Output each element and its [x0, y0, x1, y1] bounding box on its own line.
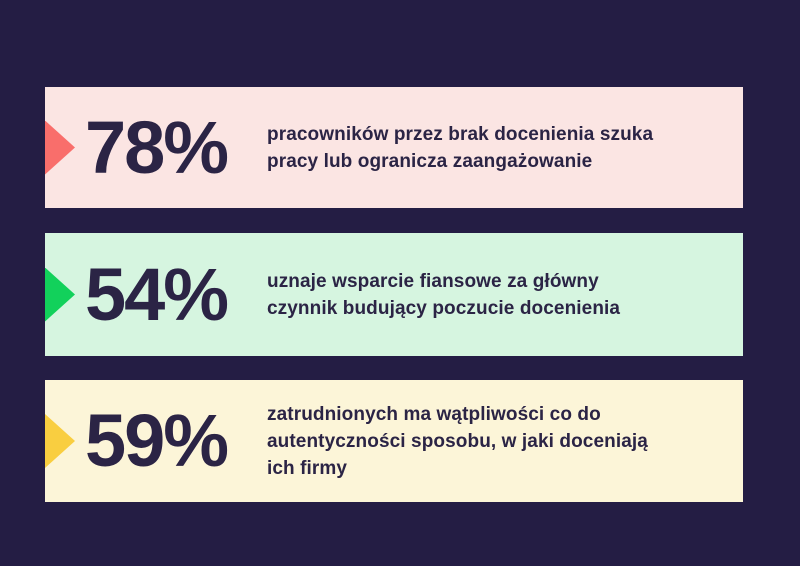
stat-row: 54% uznaje wsparcie fiansowe za główny c…: [45, 233, 743, 356]
stat-value: 59%: [85, 399, 229, 482]
stat-description: zatrudnionych ma wątpliwości co do auten…: [267, 403, 648, 479]
stat-description: pracowników przez brak docenienia szuka …: [267, 123, 654, 172]
stat-description: uznaje wsparcie fiansowe za główny czynn…: [267, 270, 621, 319]
arrow-right-icon: [45, 414, 75, 468]
stat-value: 78%: [85, 105, 229, 189]
arrow-right-icon: [45, 267, 75, 322]
stat-value: 54%: [85, 252, 229, 336]
stat-row: 59% zatrudnionych ma wątpliwości co do a…: [45, 380, 743, 502]
stat-row: 78% pracowników przez brak docenienia sz…: [45, 87, 743, 208]
arrow-right-icon: [45, 120, 75, 175]
